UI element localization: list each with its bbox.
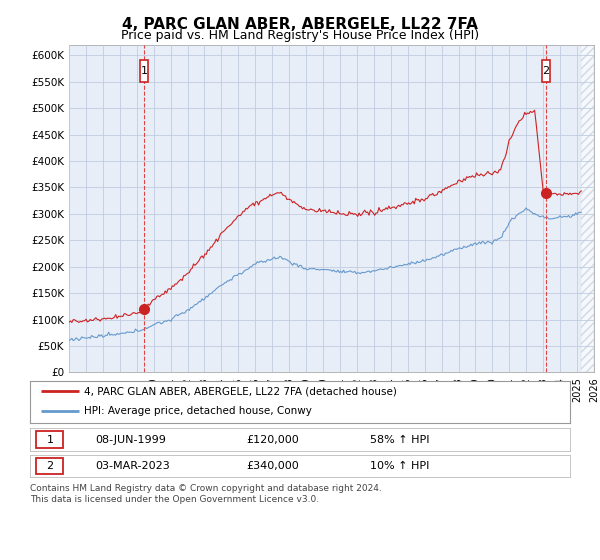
Text: 4, PARC GLAN ABER, ABERGELE, LL22 7FA (detached house): 4, PARC GLAN ABER, ABERGELE, LL22 7FA (d… (84, 386, 397, 396)
Text: Contains HM Land Registry data © Crown copyright and database right 2024.
This d: Contains HM Land Registry data © Crown c… (30, 484, 382, 504)
Text: 58% ↑ HPI: 58% ↑ HPI (370, 435, 430, 445)
Text: HPI: Average price, detached house, Conwy: HPI: Average price, detached house, Conw… (84, 406, 312, 416)
Text: Price paid vs. HM Land Registry's House Price Index (HPI): Price paid vs. HM Land Registry's House … (121, 29, 479, 42)
Text: £340,000: £340,000 (246, 461, 299, 471)
Text: £120,000: £120,000 (246, 435, 299, 445)
Bar (37, 458, 64, 474)
Text: 10% ↑ HPI: 10% ↑ HPI (370, 461, 430, 471)
Text: 03-MAR-2023: 03-MAR-2023 (95, 461, 170, 471)
Bar (37, 431, 64, 448)
Text: 1: 1 (140, 66, 148, 76)
Text: 1: 1 (46, 435, 53, 445)
Text: 2: 2 (542, 66, 550, 76)
Text: 2: 2 (46, 461, 53, 471)
Text: 4, PARC GLAN ABER, ABERGELE, LL22 7FA: 4, PARC GLAN ABER, ABERGELE, LL22 7FA (122, 17, 478, 32)
Bar (140, 59, 148, 82)
Text: 08-JUN-1999: 08-JUN-1999 (95, 435, 166, 445)
Bar (542, 59, 550, 82)
